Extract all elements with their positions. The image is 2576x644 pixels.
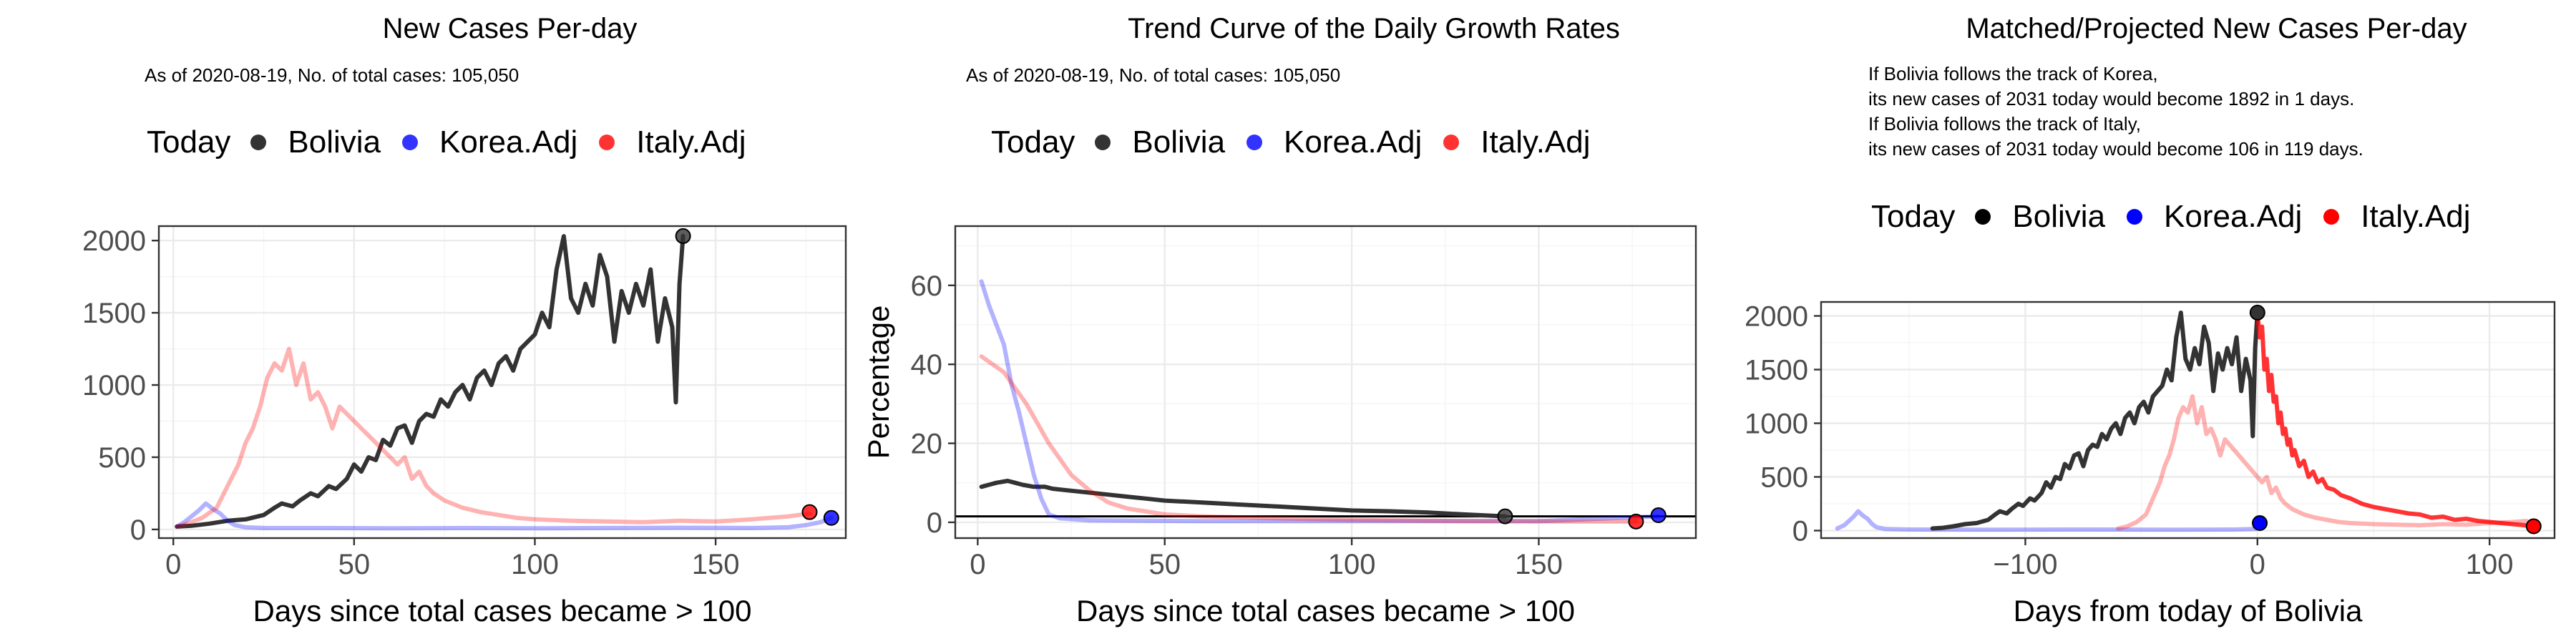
endpoint-marker-italy-adj xyxy=(2525,518,2542,535)
chart-subtitle: As of 2020-08-19, No. of total cases: 10… xyxy=(966,64,1341,86)
x-tick-label: 150 xyxy=(1515,549,1563,580)
endpoint-marker-italy-adj xyxy=(801,504,818,520)
x-tick-label: 50 xyxy=(338,549,371,580)
x-tick-label: 100 xyxy=(511,549,559,580)
endpoint-marker-korea-adj xyxy=(2252,515,2268,531)
legend-label: Korea.Adj xyxy=(2164,199,2303,234)
legend-item-bolivia: Bolivia xyxy=(1095,125,1225,160)
legend-item-korea: Korea.Adj xyxy=(1246,125,1422,160)
legend-item-bolivia: Bolivia xyxy=(1975,199,2105,235)
x-tick-label: 0 xyxy=(165,549,181,580)
panel-new-cases: New Cases Per-day As of 2020-08-19, No. … xyxy=(0,0,859,644)
y-tick-label: 1000 xyxy=(1745,409,1808,440)
y-tick-label: 500 xyxy=(98,442,146,474)
panel-growth-rates: Trend Curve of the Daily Growth Rates As… xyxy=(859,0,1717,644)
legend-label: Korea.Adj xyxy=(1284,125,1423,160)
chart-title: Trend Curve of the Daily Growth Rates xyxy=(1128,13,1620,44)
endpoint-marker-italy-adj xyxy=(1628,513,1644,530)
legend-item-korea: Korea.Adj xyxy=(402,125,577,160)
y-tick-label: 1000 xyxy=(82,370,146,401)
legend: Today Bolivia Korea.Adj Italy.Adj xyxy=(1871,199,2492,235)
y-tick-label: 500 xyxy=(1760,462,1808,494)
gridlines xyxy=(1821,302,2555,538)
x-tick-label: 0 xyxy=(2250,549,2265,580)
legend-item-italy: Italy.Adj xyxy=(2323,199,2471,235)
legend-title: Today xyxy=(147,125,231,160)
series-line-korea-adj xyxy=(175,501,834,531)
legend-swatch xyxy=(250,135,267,150)
endpoint-marker-bolivia xyxy=(675,228,691,244)
series-line-italy-adj xyxy=(2116,394,2529,531)
series-line-italy-adj xyxy=(2255,310,2536,529)
x-axis-label: Days since total cases became > 100 xyxy=(253,594,752,628)
chart-title: Matched/Projected New Cases Per-day xyxy=(1966,13,2467,44)
series-line-bolivia xyxy=(1930,310,2260,531)
legend-label: Bolivia xyxy=(288,125,381,160)
y-tick-label: 1500 xyxy=(1745,355,1808,386)
x-tick-label: −100 xyxy=(1993,549,2057,580)
legend-label: Italy.Adj xyxy=(636,125,746,160)
legend-swatch xyxy=(2127,209,2143,225)
series-line-bolivia xyxy=(979,479,1508,519)
panel-border xyxy=(1820,301,2556,540)
endpoint-marker-bolivia xyxy=(1497,508,1513,525)
legend-title: Today xyxy=(1871,199,1956,234)
y-tick-label: 60 xyxy=(911,270,943,302)
x-tick-label: 100 xyxy=(1328,549,1376,580)
endpoint-marker-korea-adj xyxy=(1650,507,1667,523)
endpoint-marker-bolivia xyxy=(2249,304,2265,321)
legend-label: Bolivia xyxy=(1132,125,1226,160)
panel-border xyxy=(954,225,1697,540)
growth-rates-plot: 0 50 100 150 0 20 40 60 Days since total cases b… xyxy=(862,225,1697,628)
y-axis-label: Percentage xyxy=(862,306,895,459)
panel-border xyxy=(157,225,847,540)
legend: Today Bolivia Korea.Adj Italy.Adj xyxy=(991,125,1612,160)
legend-swatch xyxy=(1246,135,1263,150)
series-line-bolivia xyxy=(175,233,686,529)
y-tick-label: 2000 xyxy=(1745,301,1808,333)
legend-item-italy: Italy.Adj xyxy=(1443,125,1591,160)
series-line-korea-adj xyxy=(979,279,1661,524)
legend-item-bolivia: Bolivia xyxy=(250,125,381,160)
panel-projected: Matched/Projected New Cases Per-day If B… xyxy=(1717,0,2576,644)
legend: Today Bolivia Korea.Adj Italy.Adj xyxy=(147,125,768,160)
legend-swatch xyxy=(1095,135,1111,150)
legend-item-korea: Korea.Adj xyxy=(2127,199,2302,235)
legend-swatch xyxy=(1975,209,1991,225)
legend-label: Italy.Adj xyxy=(2361,199,2471,234)
gridlines xyxy=(159,226,846,538)
legend-swatch xyxy=(402,135,419,150)
legend-swatch xyxy=(1443,135,1460,150)
y-tick-label: 1500 xyxy=(82,298,146,329)
y-tick-label: 0 xyxy=(927,507,942,539)
series-line-italy-adj xyxy=(979,354,1639,524)
chart-subtitle: If Bolivia follows the track of Korea, i… xyxy=(1868,63,2363,160)
legend-title: Today xyxy=(991,125,1075,160)
x-axis-label: Days from today of Bolivia xyxy=(2014,594,2363,628)
legend-label: Italy.Adj xyxy=(1480,125,1591,160)
legend-label: Korea.Adj xyxy=(439,125,578,160)
x-tick-label: 150 xyxy=(692,549,740,580)
x-tick-label: 0 xyxy=(970,549,985,580)
legend-item-italy: Italy.Adj xyxy=(599,125,746,160)
x-tick-label: 50 xyxy=(1148,549,1181,580)
y-tick-label: 20 xyxy=(911,429,943,460)
x-tick-label: 100 xyxy=(2466,549,2514,580)
gridlines xyxy=(955,226,1696,538)
y-tick-label: 0 xyxy=(130,514,146,546)
y-tick-label: 2000 xyxy=(82,225,146,257)
x-axis-label: Days since total cases became > 100 xyxy=(1076,594,1575,628)
y-tick-label: 40 xyxy=(911,349,943,381)
legend-swatch xyxy=(599,135,615,150)
legend-label: Bolivia xyxy=(2012,199,2106,234)
y-tick-label: 0 xyxy=(1792,516,1808,547)
legend-swatch xyxy=(2323,209,2340,225)
series-line-italy-adj xyxy=(175,346,812,529)
chart-subtitle: As of 2020-08-19, No. of total cases: 10… xyxy=(145,64,519,86)
chart-title: New Cases Per-day xyxy=(382,13,638,44)
endpoint-marker-korea-adj xyxy=(823,509,839,526)
series-line-korea-adj xyxy=(1835,509,2263,532)
